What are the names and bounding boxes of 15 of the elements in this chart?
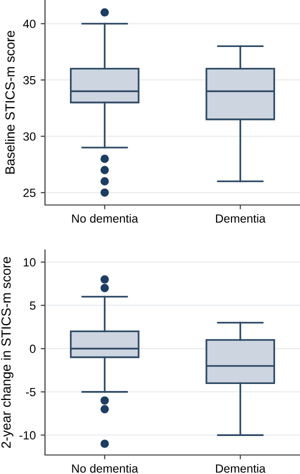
y-axis-title: Baseline STICS-m score: [4, 30, 15, 174]
y-axis-title: 2-year change in STICS-m score: [1, 257, 14, 448]
y-tick-label: 30: [23, 132, 36, 141]
x-tick-label: No dementia: [72, 464, 138, 473]
y-tick-label: 0: [30, 344, 36, 353]
y-tick-label: 10: [24, 258, 36, 267]
x-tick-label: No dementia: [72, 214, 138, 223]
y-tick-label: -10: [19, 431, 36, 440]
x-tick-label: Dementia: [216, 464, 266, 473]
y-tick-label: -5: [26, 388, 36, 396]
y-tick-label: 25: [23, 188, 36, 198]
y-tick-label: 40: [23, 20, 36, 28]
x-tick-label: Dementia: [216, 214, 266, 223]
y-tick-label: 35: [23, 76, 36, 84]
y-tick-label: 5: [30, 302, 36, 310]
